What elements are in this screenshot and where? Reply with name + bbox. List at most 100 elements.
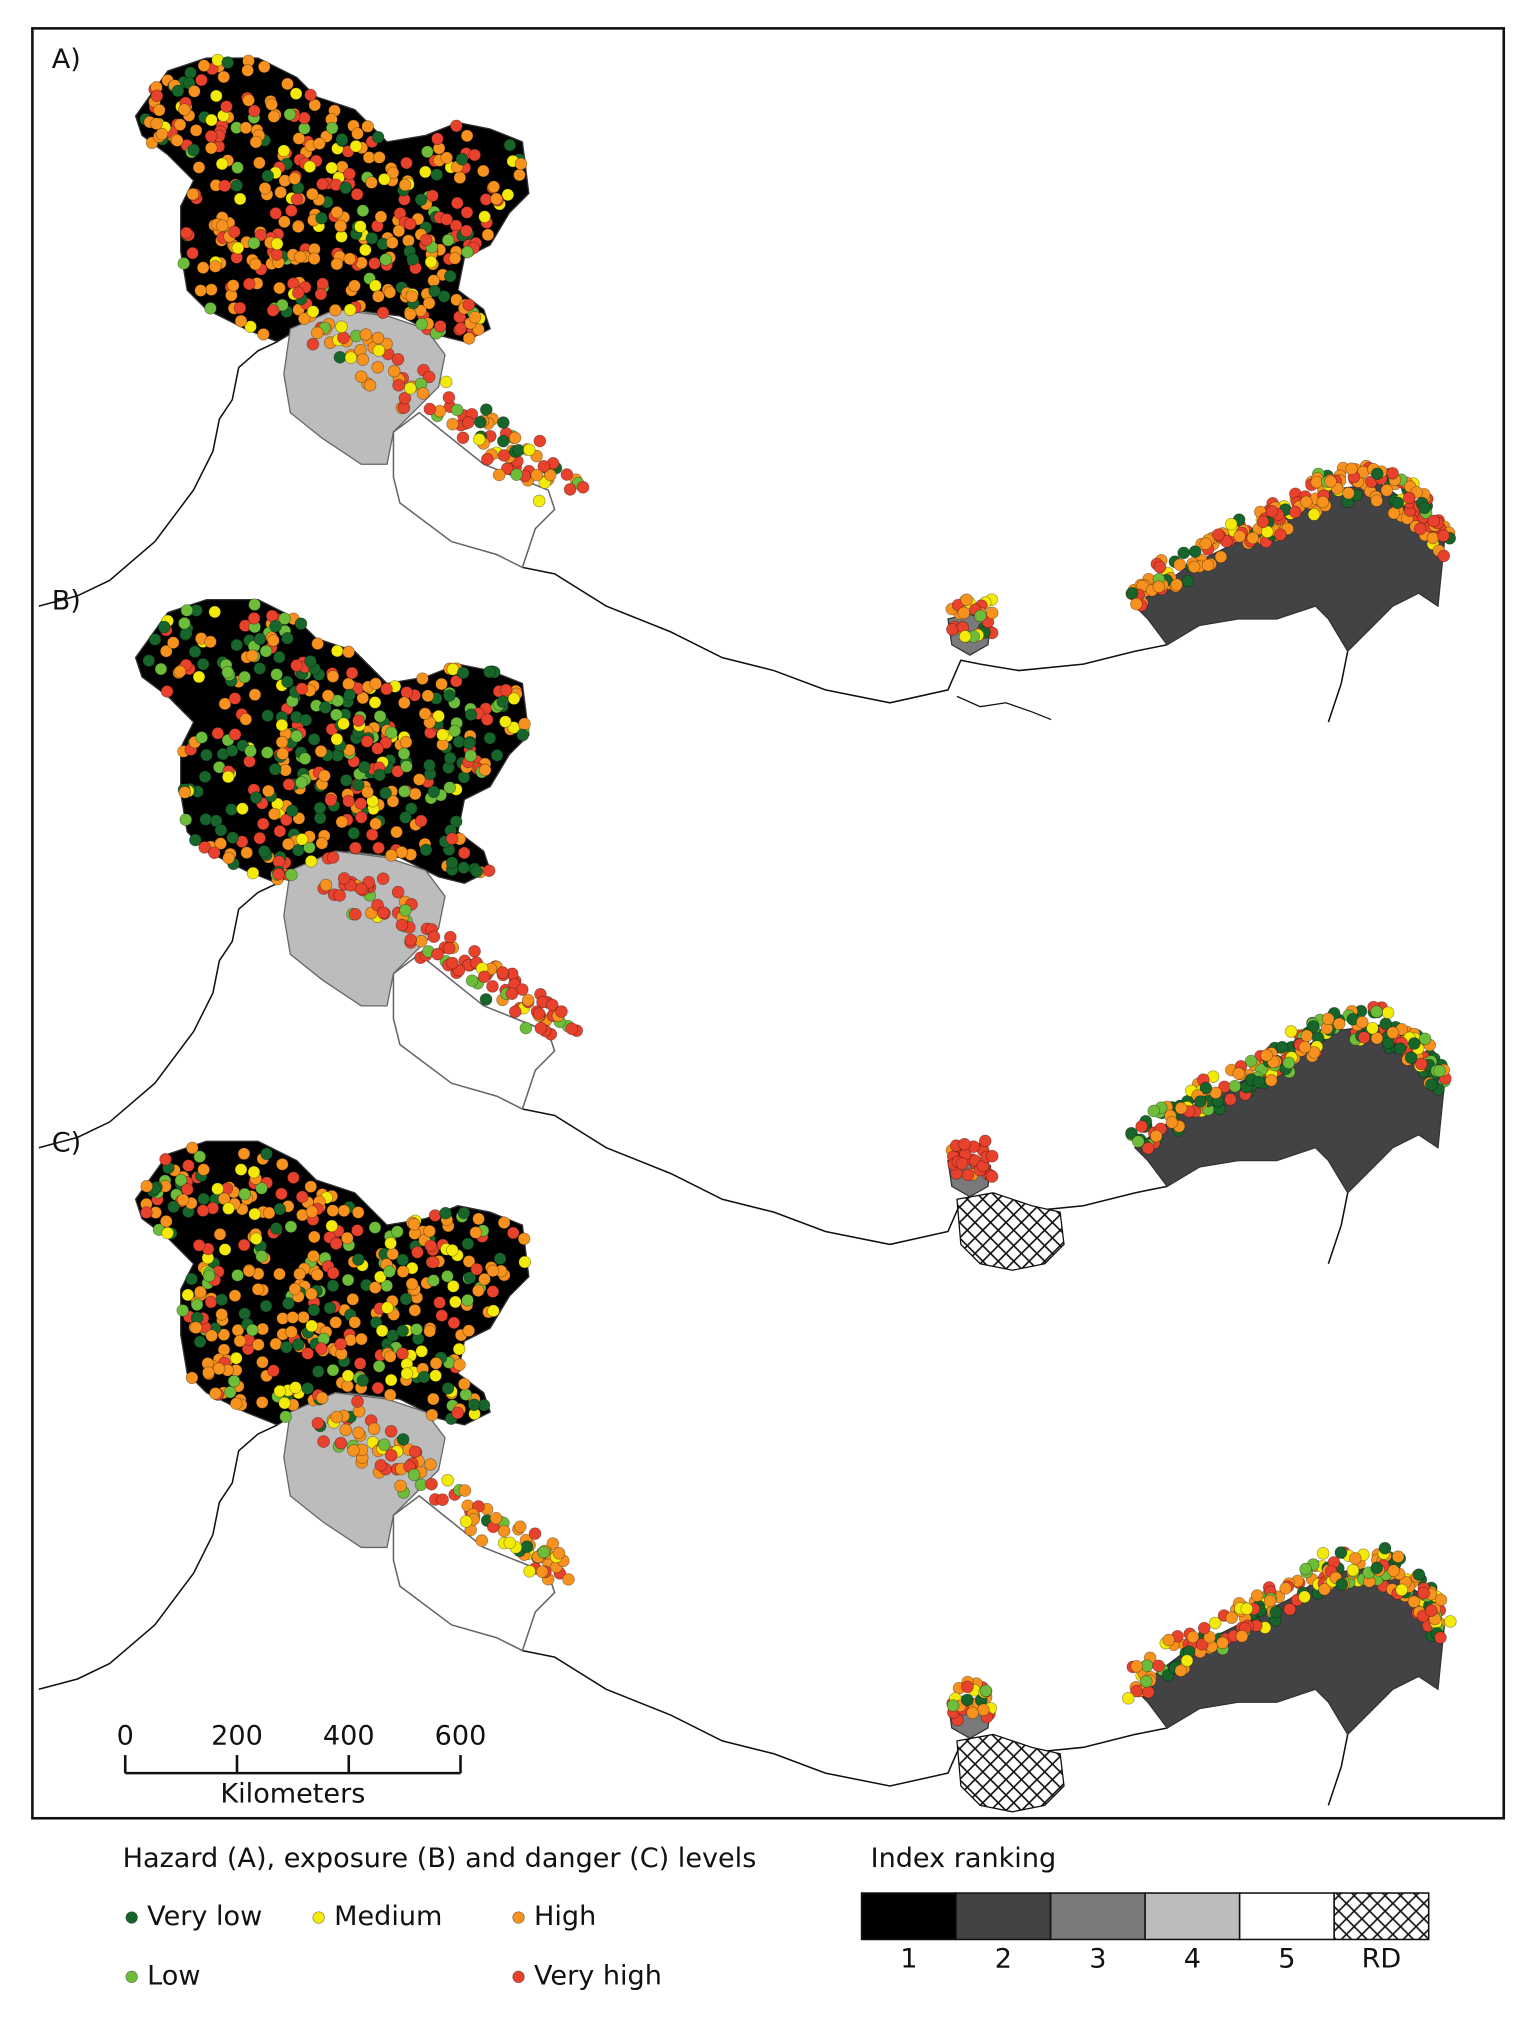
point-marker: [314, 744, 328, 758]
point-marker: [423, 402, 437, 416]
point-marker: [1180, 1654, 1194, 1667]
point-marker: [462, 736, 476, 750]
point-marker: [259, 644, 273, 658]
point-marker: [142, 654, 156, 667]
point-marker: [386, 1329, 400, 1342]
point-marker: [348, 279, 361, 293]
point-marker: [282, 1297, 295, 1310]
point-marker: [371, 360, 385, 374]
point-marker: [325, 1219, 339, 1233]
point-marker: [384, 1236, 397, 1250]
point-marker: [1181, 574, 1195, 588]
point-marker: [330, 644, 344, 658]
point-marker: [1162, 1633, 1176, 1647]
point-marker: [423, 1224, 436, 1238]
point-marker: [226, 279, 240, 292]
point-marker: [228, 1289, 242, 1303]
point-marker: [373, 1270, 387, 1284]
point-marker: [195, 73, 208, 87]
point-marker: [462, 1255, 476, 1268]
point-marker: [205, 113, 218, 127]
point-marker: [513, 168, 526, 182]
point-marker: [468, 310, 482, 324]
point-marker: [383, 1265, 396, 1278]
point-marker: [181, 1288, 195, 1302]
point-marker: [380, 682, 393, 696]
point-marker: [534, 1021, 548, 1035]
point-marker: [285, 804, 299, 818]
point-marker: [238, 1187, 251, 1201]
point-marker: [335, 132, 349, 146]
point-marker: [439, 375, 453, 389]
legend-label: Medium: [334, 1901, 442, 1932]
point-marker: [237, 1147, 251, 1161]
point-marker: [352, 1426, 365, 1439]
point-marker: [319, 701, 332, 714]
point-marker: [372, 344, 386, 357]
point-marker: [555, 1005, 568, 1018]
point-marker: [472, 1212, 485, 1226]
point-marker: [1195, 1637, 1209, 1651]
point-marker: [1283, 1603, 1297, 1616]
point-marker: [221, 770, 235, 784]
point-marker: [257, 60, 271, 74]
point-marker: [249, 135, 263, 149]
point-marker: [369, 677, 382, 691]
point-marker: [1125, 1126, 1138, 1140]
point-marker: [515, 983, 529, 996]
point-marker: [253, 156, 266, 170]
point-marker: [308, 98, 322, 112]
point-marker: [342, 677, 355, 691]
point-marker: [399, 1292, 413, 1306]
point-marker: [399, 811, 412, 824]
point-marker: [154, 662, 168, 676]
point-marker: [350, 188, 364, 201]
point-marker: [449, 674, 463, 688]
point-marker: [1197, 1621, 1211, 1635]
point-marker: [267, 807, 281, 821]
map-panel: A): [38, 44, 1457, 723]
point-marker: [441, 1473, 454, 1487]
panel-label: A): [52, 44, 81, 75]
point-marker: [354, 370, 368, 383]
point-marker: [444, 930, 457, 944]
point-marker: [1332, 1017, 1346, 1031]
point-marker: [443, 689, 456, 702]
point-marker: [268, 763, 282, 776]
point-marker: [262, 1206, 276, 1220]
point-marker: [285, 1325, 298, 1339]
point-marker: [185, 1141, 199, 1155]
point-marker: [451, 1406, 464, 1420]
point-marker: [1316, 495, 1330, 509]
point-marker: [384, 1424, 398, 1438]
point-marker: [1357, 1031, 1371, 1044]
point-marker: [297, 1310, 310, 1324]
point-marker: [1289, 505, 1302, 519]
point-marker: [1404, 1051, 1418, 1065]
point-marker: [343, 688, 356, 702]
point-marker: [497, 434, 510, 448]
point-marker: [239, 121, 253, 135]
legend-label: Low: [147, 1960, 200, 1991]
point-marker: [1346, 1563, 1360, 1577]
point-marker: [198, 841, 211, 854]
point-marker: [180, 226, 193, 240]
point-marker: [227, 1374, 241, 1388]
point-marker: [260, 1147, 273, 1161]
point-marker: [304, 88, 317, 102]
point-marker: [522, 443, 536, 457]
point-marker: [319, 878, 333, 892]
point-marker: [1407, 1595, 1421, 1609]
point-marker: [334, 1436, 348, 1450]
point-marker: [400, 156, 413, 170]
point-marker: [326, 851, 340, 864]
point-marker: [1209, 1086, 1223, 1100]
point-marker: [1173, 558, 1187, 572]
point-marker: [230, 638, 244, 652]
point-marker: [373, 710, 387, 723]
point-marker: [347, 1444, 360, 1457]
point-marker: [394, 1479, 407, 1493]
point-marker: [304, 854, 318, 868]
point-marker: [1186, 1630, 1200, 1644]
point-marker: [1407, 1037, 1421, 1050]
